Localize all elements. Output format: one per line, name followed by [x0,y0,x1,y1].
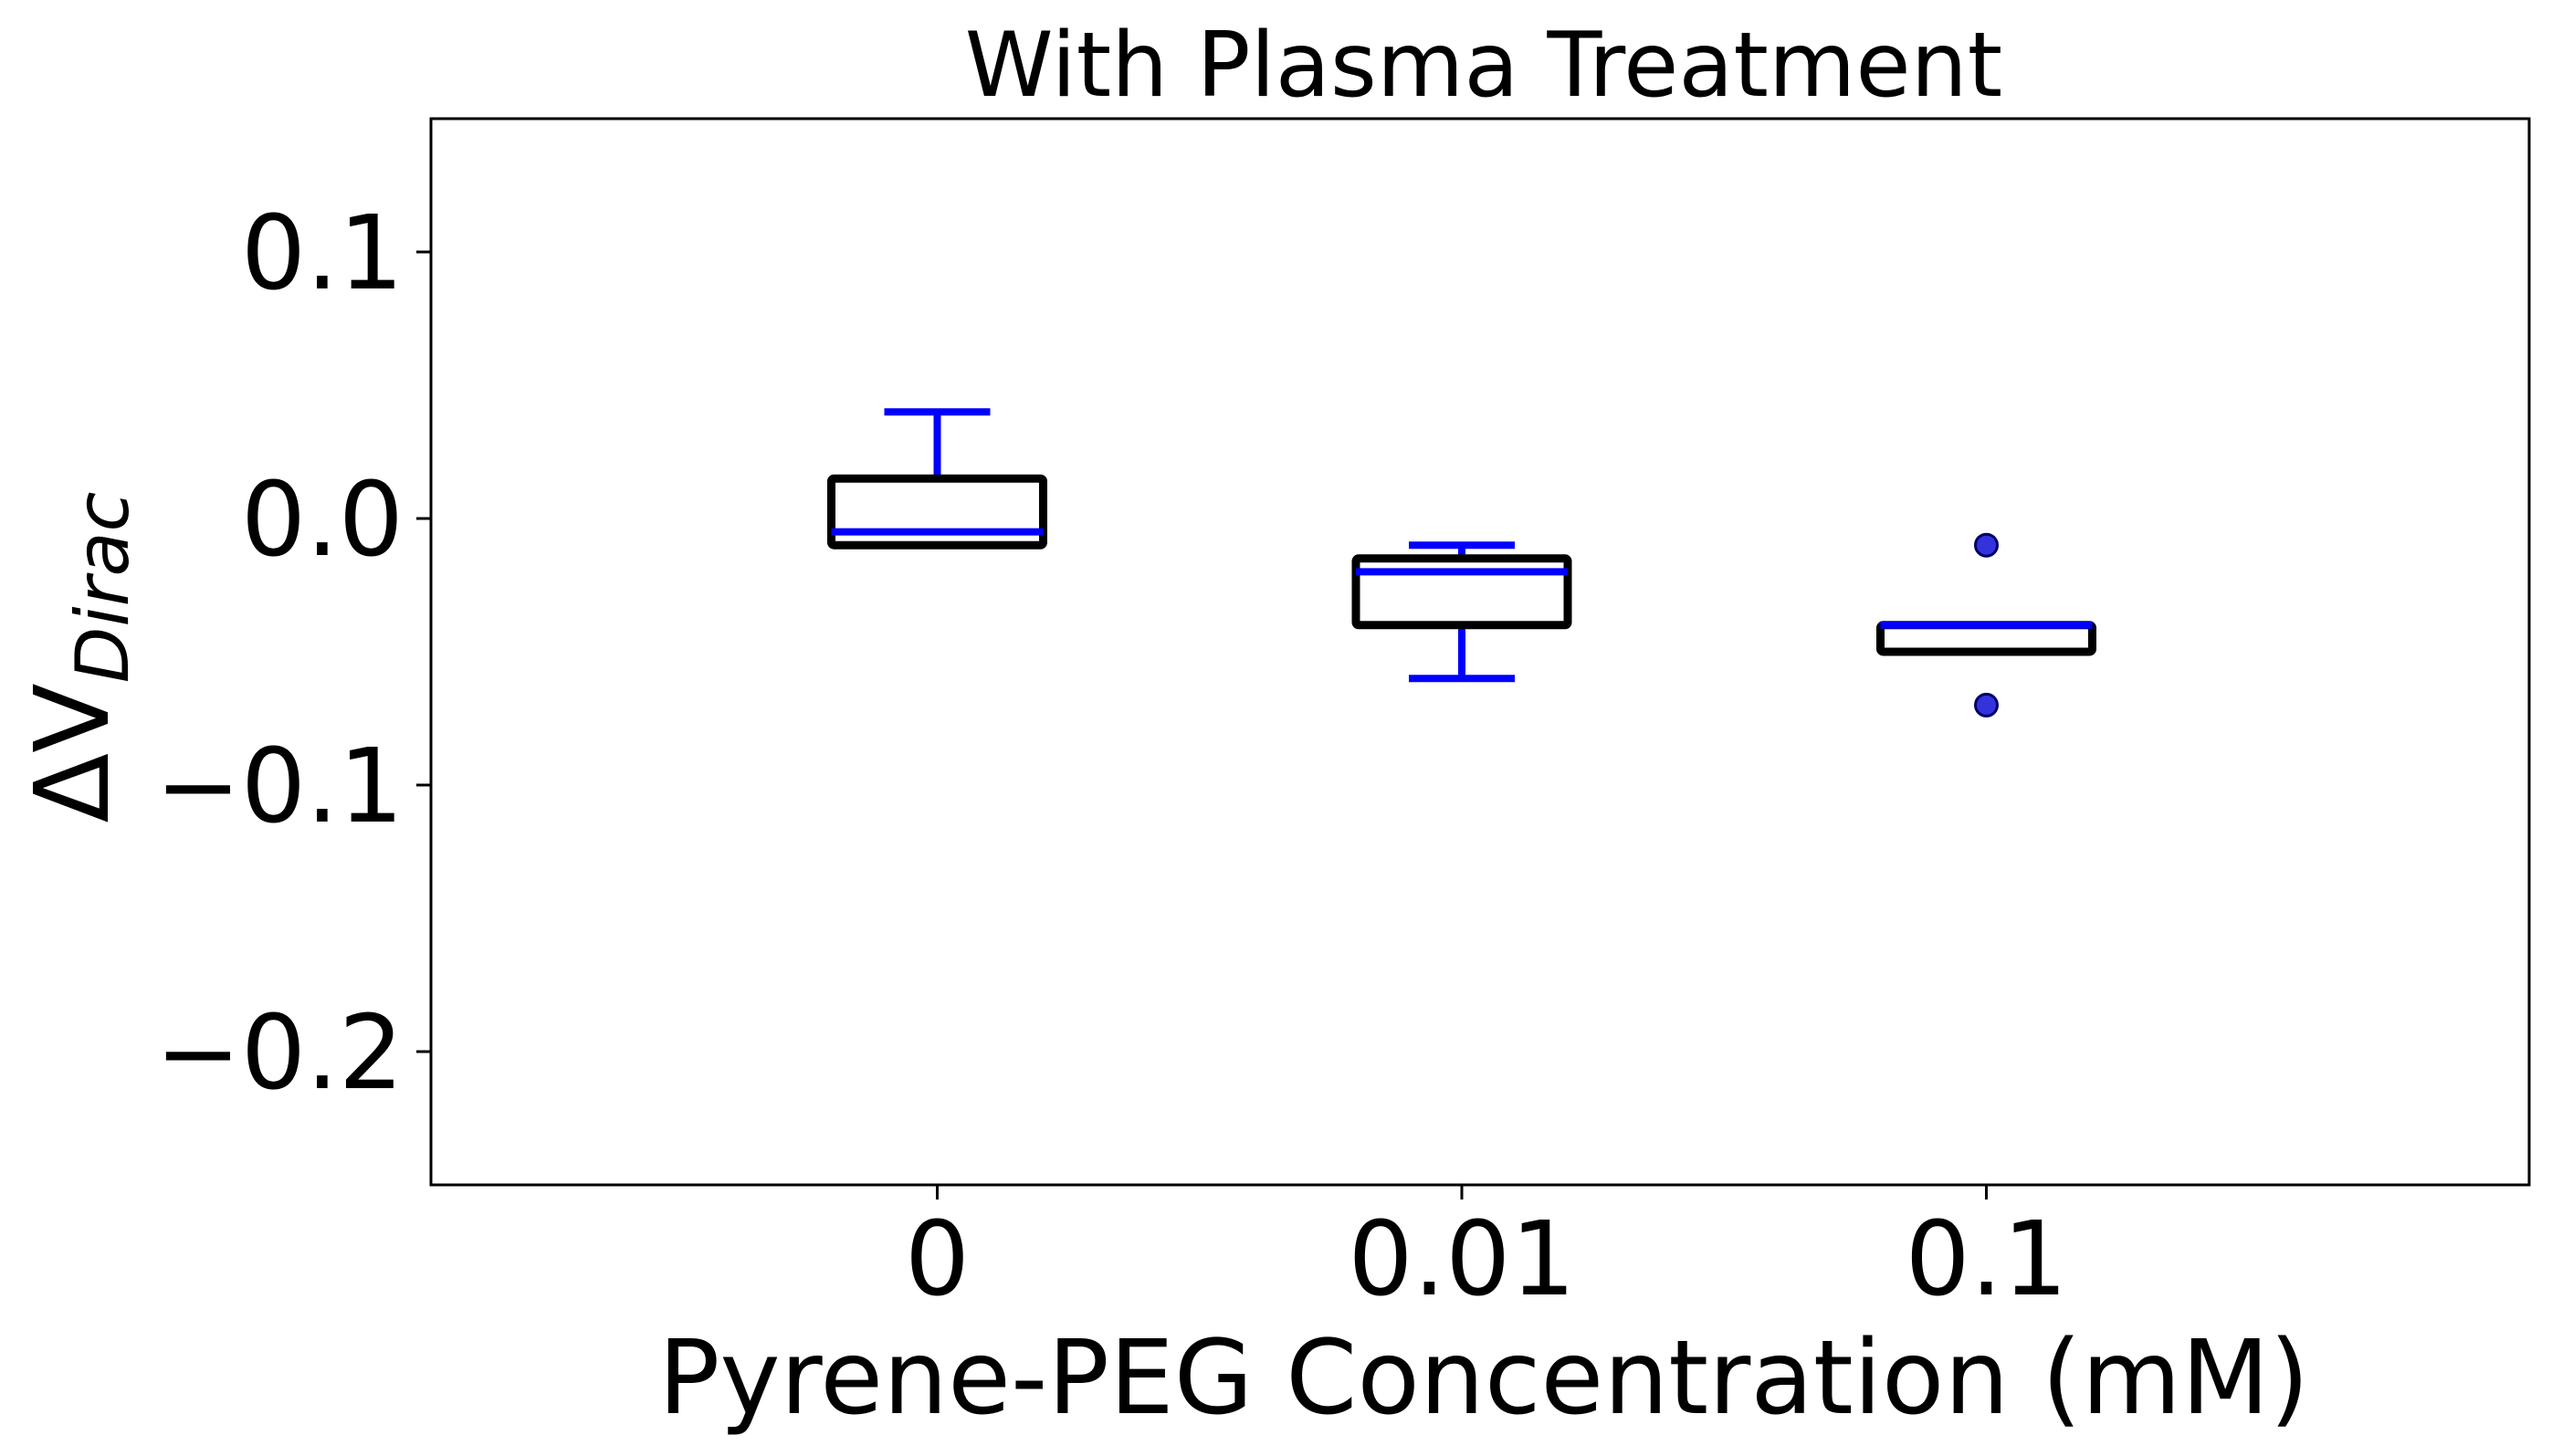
box-group-2 [1876,532,2096,718]
x-axis: 0 0.01 0.1 [905,1185,2068,1319]
x-axis-label: Pyrene-PEG Concentration (mM) [658,1319,2309,1438]
box-0 [827,474,1047,550]
y-tick-label-3: −0.2 [155,994,404,1113]
x-tick-label-0: 0 [905,1200,970,1319]
y-axis-label: ΔVDirac [14,492,145,823]
box-2 [1876,621,2096,656]
y-tick-label-0: 0.1 [241,194,404,313]
box-1 [1351,554,1572,630]
outlier-2-1 [1974,692,1999,718]
outlier-2-0 [1974,532,1999,558]
chart-title: With Plasma Treatment [965,14,2002,118]
x-tick-label-1: 0.01 [1348,1200,1575,1319]
y-tick-label-1: 0.0 [241,461,404,580]
y-axis-label-main: ΔV [14,683,132,822]
box-group-0 [827,408,1047,550]
y-axis-label-subscript: Dirac [60,492,145,684]
box-group-1 [1351,541,1572,683]
plot-frame [429,117,2531,1187]
y-axis: 0.1 0.0 −0.1 −0.2 [155,194,431,1113]
x-tick-label-2: 0.1 [1905,1200,2067,1319]
box-series [827,408,2096,718]
y-tick-label-2: −0.1 [155,728,404,846]
